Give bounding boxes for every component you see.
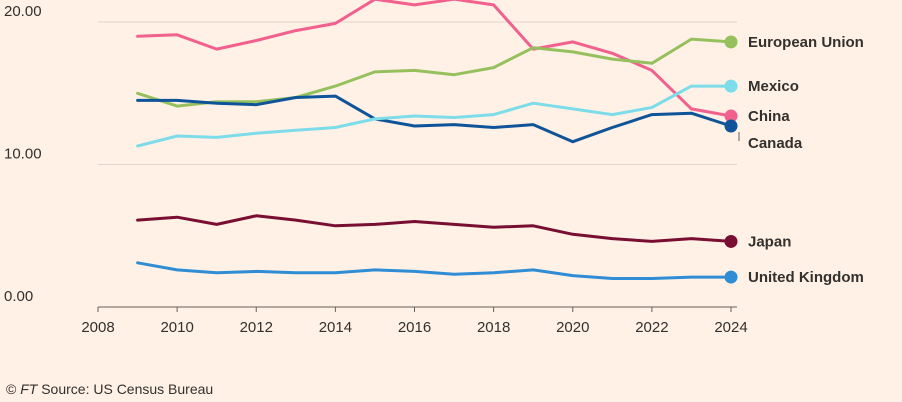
series-line-european-union <box>136 37 733 108</box>
end-marker-united-kingdom <box>724 270 738 284</box>
series-line-china <box>136 0 733 118</box>
y-tick-label: 10.00 <box>4 146 42 163</box>
series-line-japan <box>136 214 733 243</box>
series-label-mexico: Mexico <box>748 78 799 95</box>
x-tick-label: 2014 <box>319 319 352 336</box>
series-label-european-union: European Union <box>748 34 864 51</box>
x-tick-label: 2008 <box>81 319 114 336</box>
x-tick-label: 2018 <box>477 319 510 336</box>
end-marker-japan <box>724 234 738 248</box>
line-chart: 0.00 10.00 20.00 2008 2010 2012 2014 2016 2018 20… <box>4 0 864 336</box>
x-tick-label: 2022 <box>635 319 668 336</box>
ft-brand: FT <box>20 381 38 397</box>
series-line-canada <box>136 94 733 144</box>
source-note: © FT Source: US Census Bureau <box>6 381 213 397</box>
y-tick-label: 0.00 <box>4 288 33 305</box>
x-tick-label: 2016 <box>398 319 431 336</box>
y-tick-label: 20.00 <box>4 3 42 20</box>
series-label-japan: Japan <box>748 233 791 250</box>
x-tick-label: 2012 <box>240 319 273 336</box>
series-label-canada: Canada <box>748 135 803 152</box>
end-marker-mexico <box>724 79 738 93</box>
end-marker-canada <box>724 119 738 133</box>
x-tick-label: 2010 <box>160 319 193 336</box>
series-line-united-kingdom <box>136 261 733 280</box>
series-label-united-kingdom: United Kingdom <box>748 269 864 286</box>
series-line-mexico <box>136 84 733 148</box>
source-text: Source: US Census Bureau <box>37 381 214 397</box>
end-marker-china <box>724 109 738 123</box>
x-tick-label: 2024 <box>714 319 747 336</box>
copyright-prefix: © <box>6 381 21 397</box>
end-marker-european-union <box>724 35 738 49</box>
series-label-china: China <box>748 108 790 125</box>
x-tick-label: 2020 <box>556 319 589 336</box>
